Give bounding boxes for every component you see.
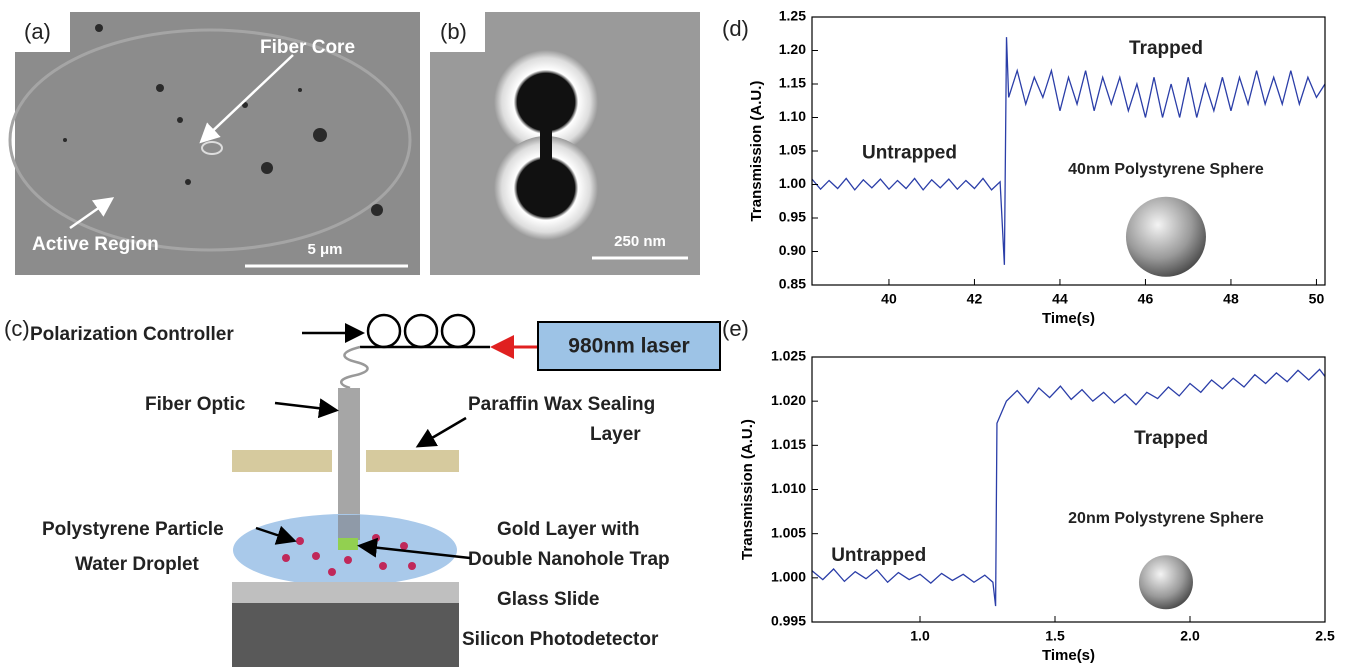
annotation: Trapped <box>1134 428 1208 449</box>
annotation: Fiber Core <box>260 37 355 58</box>
label: Fiber Optic <box>145 394 246 415</box>
fiber-tip <box>338 515 360 540</box>
label: Layer <box>590 424 641 445</box>
panel-label: (b) <box>440 19 467 44</box>
annotation: Untrapped <box>831 545 926 566</box>
laser-box <box>537 321 721 371</box>
arrow <box>415 416 467 448</box>
active-ring <box>8 28 412 252</box>
y-axis-label: Transmission (A.U.) <box>748 81 765 222</box>
arrow <box>357 537 471 560</box>
chart: (e) 0.995 1.000 1.005 1.010 1.015 1.020 1.025 1.… <box>722 316 1335 664</box>
y-tick-label: 1.000 <box>771 569 806 585</box>
sphere <box>1125 196 1206 277</box>
gold-layer <box>338 538 358 550</box>
wax <box>366 450 459 472</box>
panel-label: (a) <box>24 19 51 44</box>
y-tick-label: 1.020 <box>771 392 806 408</box>
panel-c: (c) Polarization Controller 980nm laser … <box>4 313 721 667</box>
y-tick-label: 0.85 <box>779 276 806 292</box>
label: Paraffin Wax Sealing <box>468 394 655 415</box>
annotation: 20nm Polystyrene Sphere <box>1068 510 1264 527</box>
y-tick-label: 1.25 <box>779 8 806 24</box>
panel-b: (b) 250 nm <box>430 12 700 275</box>
y-tick-label: 0.995 <box>771 613 806 629</box>
arrow <box>69 197 115 230</box>
annotation: Active Region <box>32 234 159 255</box>
y-tick-label: 1.00 <box>779 175 806 191</box>
fiber-optic <box>338 388 360 540</box>
x-tick-label: 46 <box>1138 291 1154 307</box>
scale-label: 250 nm <box>614 233 666 250</box>
x-axis-label: Time(s) <box>1042 647 1095 664</box>
y-tick-label: 1.15 <box>779 75 806 91</box>
panel-label: (c) <box>4 316 30 341</box>
annotation: Trapped <box>1129 38 1203 59</box>
y-tick-label: 1.20 <box>779 41 806 57</box>
label: Double Nanohole Trap <box>468 549 670 570</box>
x-tick-label: 2.5 <box>1315 628 1335 644</box>
label: Water Droplet <box>75 554 200 575</box>
arrow <box>274 398 339 419</box>
y-tick-label: 1.025 <box>771 348 806 364</box>
x-tick-label: 1.0 <box>910 628 930 644</box>
fiber-coil <box>340 345 369 390</box>
controller-loops <box>366 313 476 349</box>
y-tick-label: 1.010 <box>771 480 806 496</box>
data-line <box>811 368 1326 607</box>
label: Polarization Controller <box>30 324 234 345</box>
label: Silicon Photodetector <box>462 629 659 650</box>
y-tick-label: 1.05 <box>779 142 806 158</box>
label: Gold Layer with <box>497 519 640 540</box>
x-tick-label: 50 <box>1309 291 1325 307</box>
label: Polystyrene Particle <box>42 519 224 540</box>
y-axis-label: Transmission (A.U.) <box>739 419 756 560</box>
x-tick-label: 44 <box>1052 291 1068 307</box>
panel-label: (e) <box>722 316 749 341</box>
panel-label: (d) <box>722 16 749 41</box>
y-tick-label: 1.005 <box>771 524 806 540</box>
y-tick-label: 0.90 <box>779 242 806 258</box>
debris <box>63 24 383 216</box>
y-tick-label: 1.015 <box>771 436 806 452</box>
sphere <box>1138 555 1193 610</box>
x-axis-label: Time(s) <box>1042 310 1095 327</box>
photodetector <box>232 603 459 667</box>
y-tick-label: 0.95 <box>779 209 806 225</box>
x-tick-label: 48 <box>1223 291 1239 307</box>
arrow <box>255 525 297 545</box>
glass-slide <box>232 582 459 603</box>
annotation: 40nm Polystyrene Sphere <box>1068 161 1264 178</box>
x-tick-label: 40 <box>881 291 897 307</box>
data-line <box>811 37 1326 265</box>
label: Glass Slide <box>497 589 599 610</box>
wax <box>232 450 332 472</box>
label: 980nm laser <box>568 335 689 358</box>
panel-a: (a) Fiber Core Active Region 5 μm <box>8 12 420 275</box>
chart: (d) 0.85 0.90 0.95 1.00 1.05 1.10 1.15 1.20 1.25 4… <box>722 8 1326 327</box>
x-tick-label: 42 <box>967 291 983 307</box>
scale-label: 5 μm <box>307 241 342 258</box>
x-tick-label: 2.0 <box>1180 628 1200 644</box>
x-tick-label: 1.5 <box>1045 628 1065 644</box>
y-tick-label: 1.10 <box>779 108 806 124</box>
annotation: Untrapped <box>862 143 957 164</box>
arrow <box>199 54 294 144</box>
